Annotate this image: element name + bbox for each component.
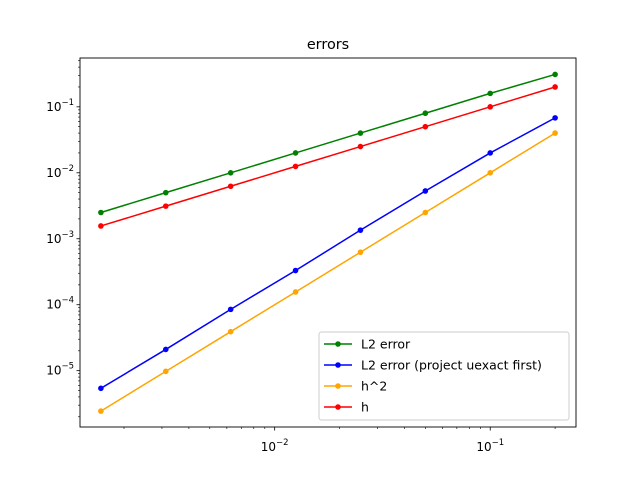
legend: L2 error L2 error (project uexact first) h… <box>318 331 570 421</box>
series-line-2 <box>100 132 556 412</box>
series-3-point <box>292 163 299 170</box>
series-1-point <box>422 188 429 194</box>
series-0-point <box>552 71 558 78</box>
series-1-point <box>487 150 494 156</box>
series-3-point <box>422 123 429 130</box>
series-2-point <box>292 289 299 295</box>
series-1-point <box>98 385 104 392</box>
series-3-point <box>487 104 494 110</box>
x-tick-label: 10−1 <box>476 438 504 454</box>
y-tick-label: 10−1 <box>46 98 74 114</box>
series-0-point <box>422 110 429 117</box>
series-line-3 <box>100 86 556 227</box>
series-0-point <box>162 189 169 196</box>
legend-swatch-marker <box>335 404 341 410</box>
series-0-point <box>487 90 494 97</box>
y-tick-label: 10−3 <box>46 230 74 246</box>
series-1-point <box>162 346 169 353</box>
series-2-point <box>98 408 104 414</box>
y-tick-label: 10−4 <box>46 296 74 312</box>
series-2-point <box>422 209 429 216</box>
series-2-point <box>227 328 234 335</box>
x-tick-label: 10−2 <box>261 438 289 454</box>
legend-frame <box>318 331 570 421</box>
series-3-point <box>357 143 364 150</box>
series-1-point <box>227 306 234 313</box>
series-3-point <box>227 183 234 190</box>
chart-title: errors <box>307 37 349 53</box>
series-2-point <box>357 249 364 256</box>
series-0-point <box>292 150 299 156</box>
plot-frame <box>79 57 577 428</box>
y-tick-label: 10−2 <box>46 164 74 180</box>
series-0-point <box>227 169 234 176</box>
series-2-point <box>162 368 169 375</box>
series-line-1 <box>100 117 556 389</box>
legend-label: h^2 <box>361 379 387 394</box>
series-3-point <box>552 84 558 90</box>
series-2-point <box>487 169 494 176</box>
series-1-point <box>357 227 364 233</box>
legend-label: L2 error (project uexact first) <box>361 358 542 373</box>
legend-label: h <box>361 400 369 415</box>
major-ticks: 10−2 10−1 10−5 10−4 10−3 10−2 10−1 <box>46 98 504 454</box>
series-2-point <box>552 130 558 136</box>
series-line-0 <box>100 73 556 214</box>
series-0-point <box>357 130 364 136</box>
legend-swatch-marker <box>335 341 341 347</box>
legend-swatch-marker <box>335 362 341 368</box>
series-3-point <box>162 203 169 209</box>
series-layer <box>98 71 558 414</box>
series-1-point <box>292 267 299 274</box>
series-3-point <box>98 223 104 229</box>
series-1-point <box>552 115 558 121</box>
y-tick-label: 10−5 <box>46 362 74 378</box>
legend-label: L2 error <box>361 337 411 352</box>
series-0-point <box>98 209 104 216</box>
legend-swatch-marker <box>335 383 341 389</box>
